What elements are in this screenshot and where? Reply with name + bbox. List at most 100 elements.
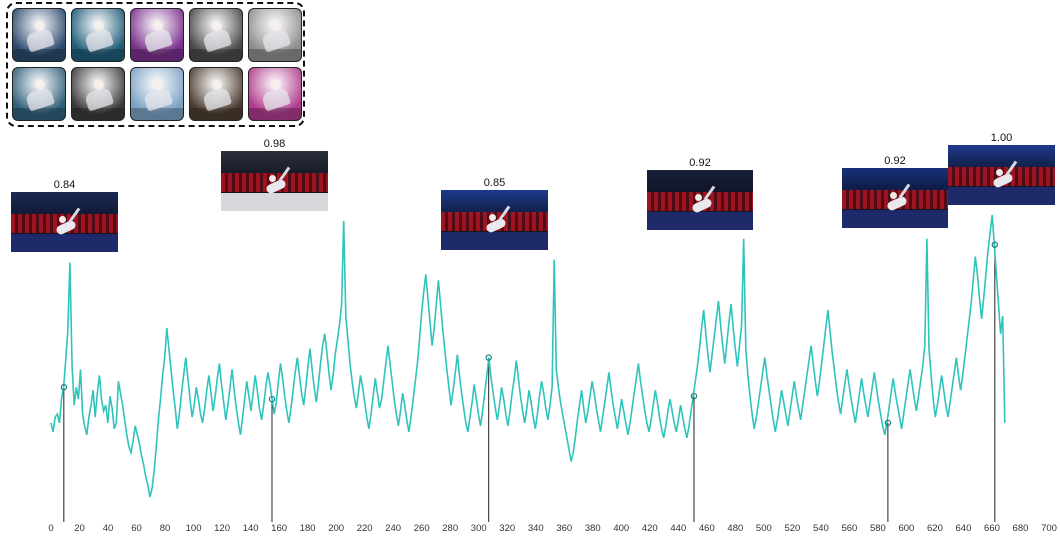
thumb-dancer-head — [94, 80, 104, 90]
x-tick-label: 560 — [841, 523, 857, 534]
reference-thumbnail — [130, 8, 184, 62]
x-tick-label: 600 — [898, 523, 914, 534]
thumb-dancer-head — [212, 80, 222, 90]
reference-thumbnail — [12, 8, 66, 62]
x-tick-label: 340 — [528, 523, 544, 534]
x-tick-label: 620 — [927, 523, 943, 534]
peak-score-label: 0.92 — [689, 157, 710, 169]
thumb-floor — [131, 108, 183, 120]
peak-marker — [991, 241, 999, 248]
dancer-head — [889, 192, 897, 199]
x-tick-label: 360 — [556, 523, 572, 534]
x-tick-label: 480 — [727, 523, 743, 534]
x-tick-label: 160 — [271, 523, 287, 534]
score-line — [50, 214, 1006, 498]
reference-thumbnail — [71, 8, 125, 62]
peak-marker — [60, 384, 68, 391]
x-tick-label: 400 — [613, 523, 629, 534]
x-tick-label: 20 — [74, 523, 85, 534]
peak-marker — [690, 392, 698, 400]
x-tick-label: 640 — [956, 523, 972, 534]
x-tick-label: 680 — [1013, 523, 1029, 534]
thumb-dancer-head — [271, 80, 281, 90]
keyframe-image — [221, 151, 328, 211]
stage-floor — [441, 232, 548, 250]
keyframe-image — [842, 168, 948, 228]
x-tick-label: 580 — [870, 523, 886, 534]
x-tick-label: 420 — [642, 523, 658, 534]
reference-thumbnail — [12, 67, 66, 121]
thumb-dancer-head — [212, 21, 222, 31]
dancer-head — [694, 194, 702, 201]
peak-score-label: 0.85 — [484, 177, 505, 189]
highlight-lines — [63, 244, 996, 522]
dancer-head — [489, 214, 497, 221]
peak-marker — [485, 354, 492, 361]
x-tick-label: 320 — [499, 523, 515, 534]
reference-thumbnail — [189, 67, 243, 121]
x-tick-label: 240 — [385, 523, 401, 534]
x-tick-label: 60 — [131, 523, 142, 534]
thumb-dancer-head — [35, 21, 45, 31]
thumb-floor — [190, 108, 242, 120]
dancer-head — [59, 216, 67, 223]
x-tick-label: 660 — [984, 523, 1000, 534]
thumb-floor — [13, 49, 65, 61]
keyframe-image — [948, 145, 1055, 205]
keyframe-image — [441, 190, 548, 250]
x-tick-label: 280 — [442, 523, 458, 534]
peak-score-label: 1.00 — [991, 132, 1012, 144]
keyframe-image — [647, 170, 753, 230]
peak-marker — [268, 395, 276, 403]
peak-score-label: 0.92 — [884, 155, 905, 167]
thumb-floor — [249, 49, 301, 61]
x-tick-label: 200 — [328, 523, 344, 534]
reference-thumbnail — [248, 67, 302, 121]
x-tick-label: 120 — [214, 523, 230, 534]
x-tick-label: 80 — [160, 523, 171, 534]
x-tick-label: 300 — [471, 523, 487, 534]
stage-floor — [221, 193, 328, 211]
x-tick-label: 260 — [414, 523, 430, 534]
reference-thumbnail — [189, 8, 243, 62]
x-tick-label: 460 — [699, 523, 715, 534]
thumb-dancer-head — [271, 21, 281, 31]
thumb-floor — [249, 108, 301, 120]
keyframe-image — [11, 192, 118, 252]
reference-thumbnail — [248, 8, 302, 62]
x-tick-label: 140 — [243, 523, 259, 534]
x-tick-label: 100 — [186, 523, 202, 534]
dancer-head — [996, 169, 1004, 176]
reference-thumbnail — [130, 67, 184, 121]
thumb-dancer-head — [153, 21, 163, 31]
x-tick-label: 520 — [784, 523, 800, 534]
x-tick-label: 40 — [103, 523, 114, 534]
thumb-floor — [72, 108, 124, 120]
thumb-floor — [13, 108, 65, 120]
x-axis-ticks: 0 20 40 60 80 100 120 140 160 180 200 220 240 260 280 3… — [48, 523, 1057, 534]
highlight-markers — [60, 241, 999, 427]
thumb-floor — [131, 49, 183, 61]
reference-thumbnail-panel — [6, 2, 305, 127]
thumb-floor — [72, 49, 124, 61]
peak-score-label: 0.98 — [264, 138, 285, 150]
peak-marker — [884, 419, 892, 427]
x-tick-label: 180 — [300, 523, 316, 534]
x-tick-label: 700 — [1041, 523, 1057, 534]
dancer-head — [269, 175, 277, 182]
x-tick-label: 380 — [585, 523, 601, 534]
stage-floor — [647, 212, 753, 230]
peak-score-label: 0.84 — [54, 179, 75, 191]
stage-floor — [842, 210, 948, 228]
x-tick-label: 500 — [756, 523, 772, 534]
x-tick-label: 0 — [48, 523, 53, 534]
thumb-dancer-head — [94, 21, 104, 31]
reference-thumbnail — [71, 67, 125, 121]
thumb-dancer-head — [35, 80, 45, 90]
stage-floor — [948, 187, 1055, 205]
x-tick-label: 440 — [670, 523, 686, 534]
x-tick-label: 540 — [813, 523, 829, 534]
x-tick-label: 220 — [357, 523, 373, 534]
stage-floor — [11, 234, 118, 252]
